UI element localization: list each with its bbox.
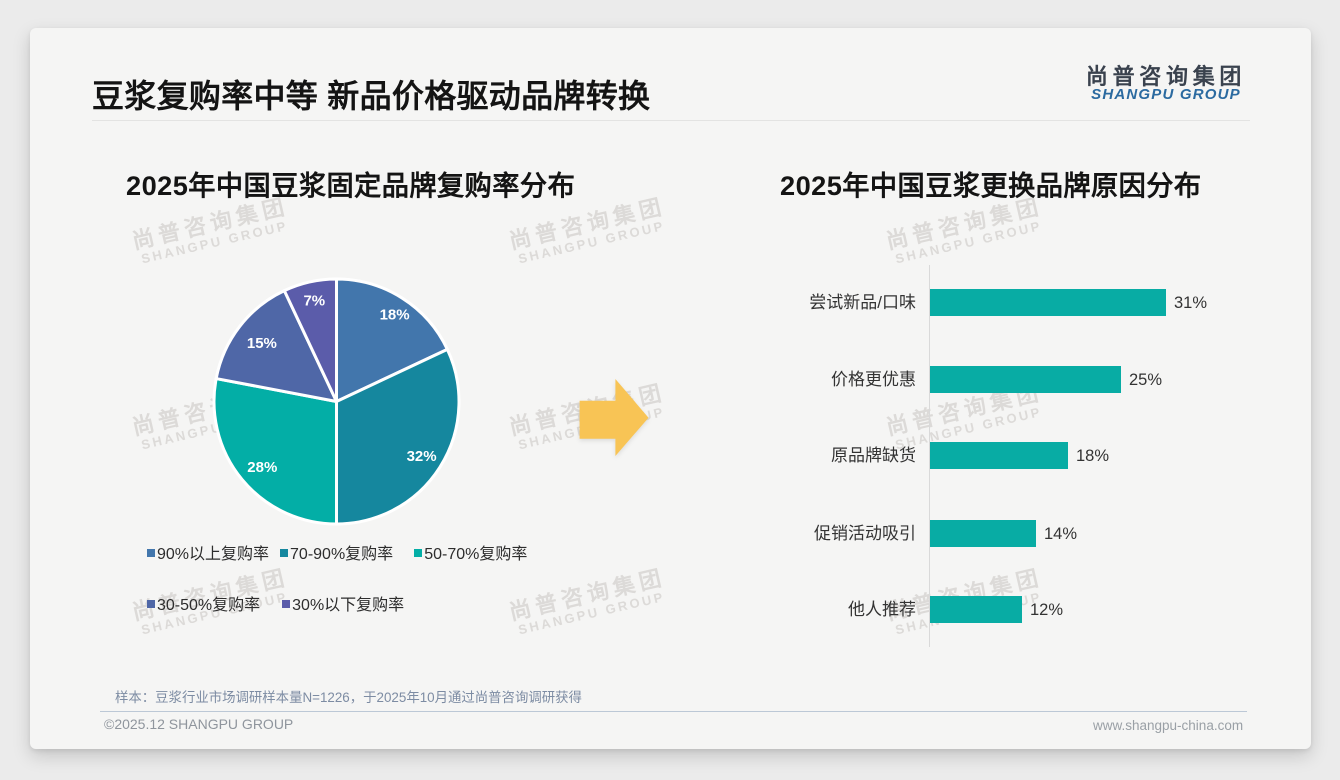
- svg-text:28%: 28%: [247, 459, 277, 476]
- svg-text:7%: 7%: [303, 292, 325, 309]
- svg-text:32%: 32%: [407, 448, 437, 465]
- svg-text:18%: 18%: [380, 307, 410, 324]
- svg-text:15%: 15%: [247, 335, 277, 352]
